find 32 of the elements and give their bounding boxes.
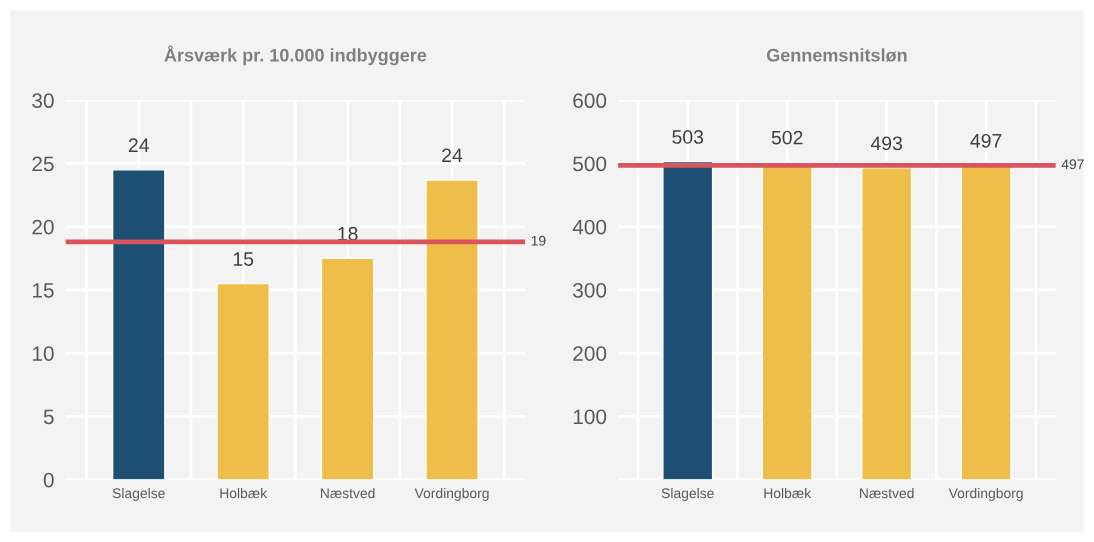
y-tick-label: 200: [573, 346, 607, 361]
x-tick-label: Holbæk: [220, 488, 268, 499]
data-label: 15: [233, 252, 254, 266]
data-label: 493: [870, 136, 903, 151]
y-tick-label: 300: [573, 282, 607, 298]
data-label: 503: [672, 130, 704, 144]
chart-title: Gennemsnitsløn: [766, 48, 907, 62]
data-label: 24: [442, 148, 463, 163]
x-tick-label: Holbæk: [764, 488, 812, 499]
y-tick-label: 500: [573, 156, 607, 172]
data-label: 497: [970, 133, 1002, 148]
x-tick-label: Vordingborg: [414, 488, 489, 501]
ref-line-label: 497: [1061, 159, 1084, 170]
y-tick-label: 20: [32, 219, 54, 235]
x-tick-label: Næstved: [859, 488, 914, 499]
y-tick-label: 100: [573, 409, 607, 425]
data-label: 502: [771, 130, 803, 145]
y-tick-label: 400: [572, 219, 607, 235]
y-tick-label: 0: [43, 472, 54, 488]
y-tick-label: 15: [32, 283, 54, 298]
data-label: 24: [128, 138, 149, 152]
y-tick-label: 25: [32, 156, 54, 172]
x-tick-label: Slagelse: [661, 488, 714, 501]
y-tick-label: 10: [32, 346, 54, 361]
y-tick-label: 5: [43, 409, 54, 425]
x-tick-label: Slagelse: [112, 488, 165, 501]
ref-line-label: 19: [531, 235, 546, 246]
x-tick-label: Vordingborg: [948, 488, 1023, 501]
y-tick-label: 600: [573, 93, 607, 109]
y-tick-label: 30: [32, 93, 54, 109]
chart-title: Årsværk pr. 10.000 indbyggere: [164, 45, 427, 66]
x-tick-label: Næstved: [320, 488, 375, 499]
